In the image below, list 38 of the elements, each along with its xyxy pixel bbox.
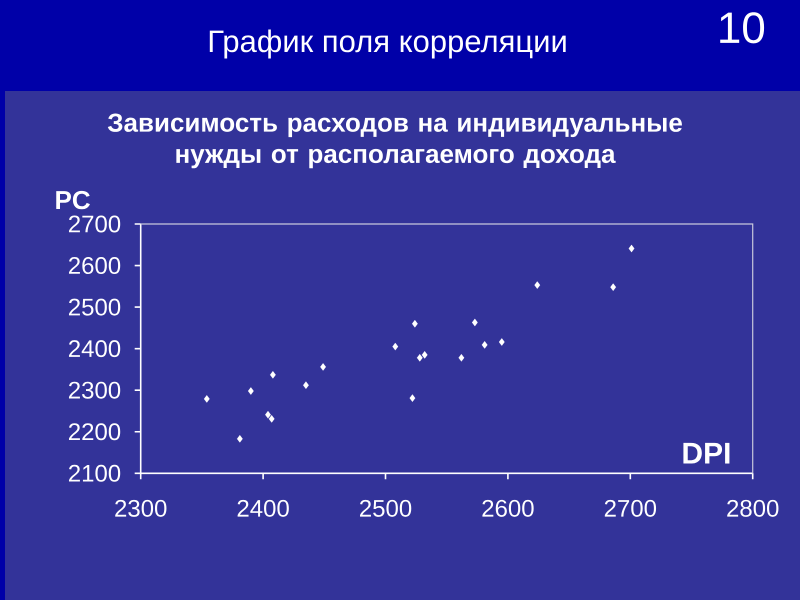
x-tick-label: 2400 [238, 500, 289, 517]
point [482, 341, 488, 349]
chart-subtitle: Зависимость расходов на индивидуальные нужды от располагаемого дохода [108, 114, 682, 168]
y-tick-label: 2200 [68, 423, 120, 440]
point [412, 320, 418, 328]
point [204, 395, 210, 403]
point [534, 281, 540, 289]
point [422, 351, 428, 359]
point [628, 244, 634, 252]
point [248, 387, 254, 395]
point [268, 415, 275, 423]
x-tick-label: 2600 [482, 500, 534, 517]
y-tick-label: 2600 [68, 257, 120, 274]
x-tick-label: 2700 [604, 500, 656, 517]
point [303, 381, 309, 390]
y-axis-title: PC [56, 190, 90, 210]
point [236, 435, 243, 443]
x-tick-label: 2300 [115, 500, 166, 517]
point [610, 283, 616, 291]
y-tick-label: 2700 [68, 216, 120, 232]
point [416, 354, 423, 362]
point [472, 318, 478, 326]
point [498, 338, 505, 346]
y-tick-label: 2400 [68, 340, 120, 358]
point [270, 371, 276, 379]
x-tick-label: 2500 [360, 500, 412, 517]
point [392, 342, 398, 350]
point [320, 363, 326, 371]
point [458, 354, 464, 362]
text: 10 [720, 12, 764, 44]
y-tick-label: 2300 [68, 382, 120, 399]
y-tick-label: 2500 [68, 298, 120, 316]
x-tick-label: 2800 [727, 500, 778, 517]
chart-title: График поля корреляции [210, 30, 566, 58]
point [410, 394, 416, 402]
y-tick-label: 2100 [68, 464, 120, 482]
x-axis-title: DPI [683, 442, 730, 464]
point [265, 410, 271, 419]
